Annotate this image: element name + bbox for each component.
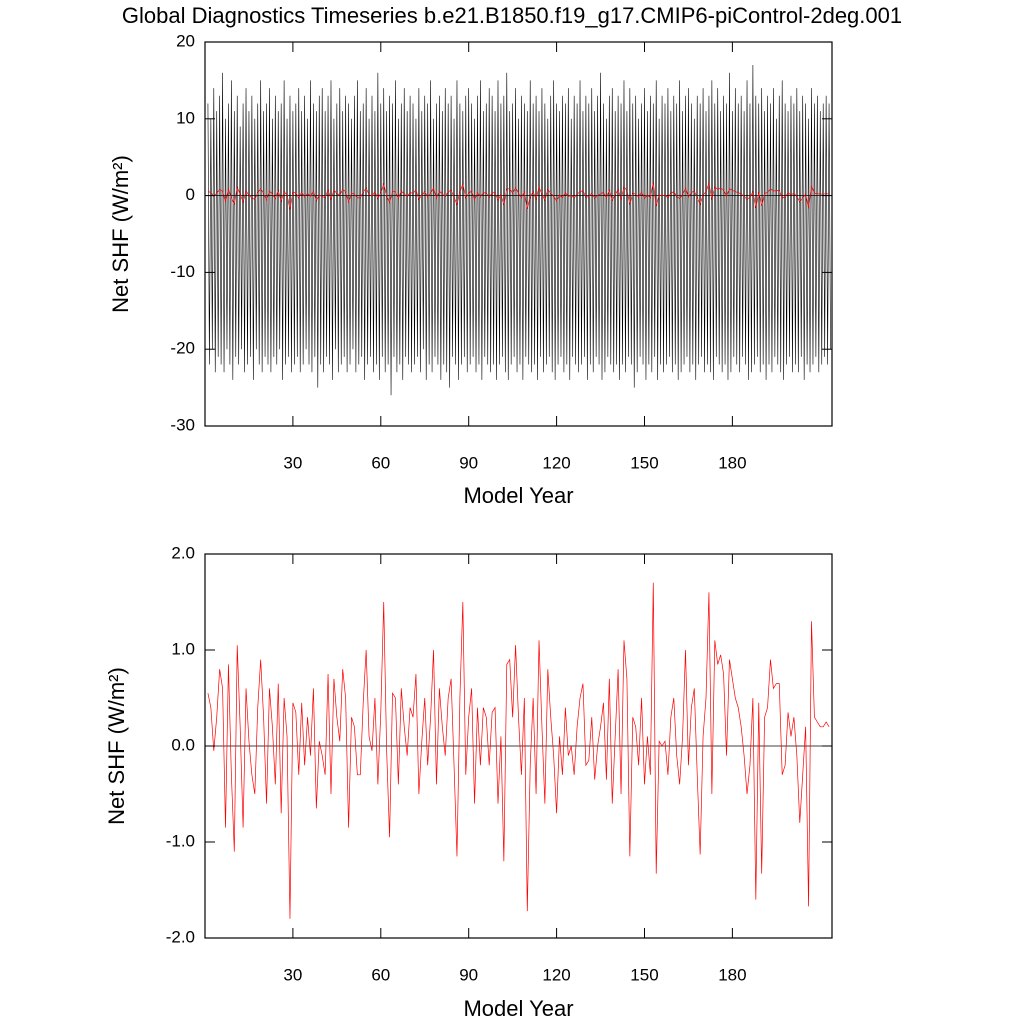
chart-title: Global Diagnostics Timeseries b.e21.B185… bbox=[122, 3, 902, 28]
y-tick-label: -2.0 bbox=[166, 927, 195, 946]
y-tick-label: 2.0 bbox=[171, 543, 195, 562]
plot-frame bbox=[204, 41, 833, 427]
y-tick-label: -30 bbox=[170, 415, 195, 434]
x-axis-label: Model Year bbox=[463, 483, 573, 508]
x-tick-label: 30 bbox=[283, 965, 302, 984]
y-tick-label: 10 bbox=[176, 108, 195, 127]
y-tick-label: -1.0 bbox=[166, 831, 195, 850]
x-tick-label: 60 bbox=[371, 453, 390, 472]
data-line bbox=[207, 65, 831, 396]
y-tick-label: -10 bbox=[170, 262, 195, 281]
x-tick-label: 120 bbox=[542, 453, 570, 472]
x-tick-label: 120 bbox=[542, 965, 570, 984]
plot-area bbox=[205, 65, 832, 396]
data-line bbox=[207, 582, 830, 919]
data-line bbox=[207, 181, 830, 210]
y-axis-label: Net SHF (W/m²) bbox=[108, 155, 133, 313]
x-tick-label: 90 bbox=[459, 965, 478, 984]
x-tick-label: 60 bbox=[371, 965, 390, 984]
x-tick-label: 150 bbox=[630, 965, 658, 984]
x-tick-label: 30 bbox=[283, 453, 302, 472]
x-axis-label: Model Year bbox=[463, 996, 573, 1021]
y-tick-label: -20 bbox=[170, 339, 195, 358]
x-tick-label: 180 bbox=[718, 965, 746, 984]
y-tick-label: 0.0 bbox=[171, 735, 195, 754]
plot-area bbox=[205, 582, 832, 919]
y-tick-label: 20 bbox=[176, 31, 195, 50]
y-tick-label: 1.0 bbox=[171, 639, 195, 658]
x-tick-label: 150 bbox=[630, 453, 658, 472]
x-tick-label: 180 bbox=[718, 453, 746, 472]
x-tick-label: 90 bbox=[459, 453, 478, 472]
y-axis-label: Net SHF (W/m²) bbox=[104, 667, 129, 825]
y-tick-label: 0 bbox=[186, 185, 195, 204]
